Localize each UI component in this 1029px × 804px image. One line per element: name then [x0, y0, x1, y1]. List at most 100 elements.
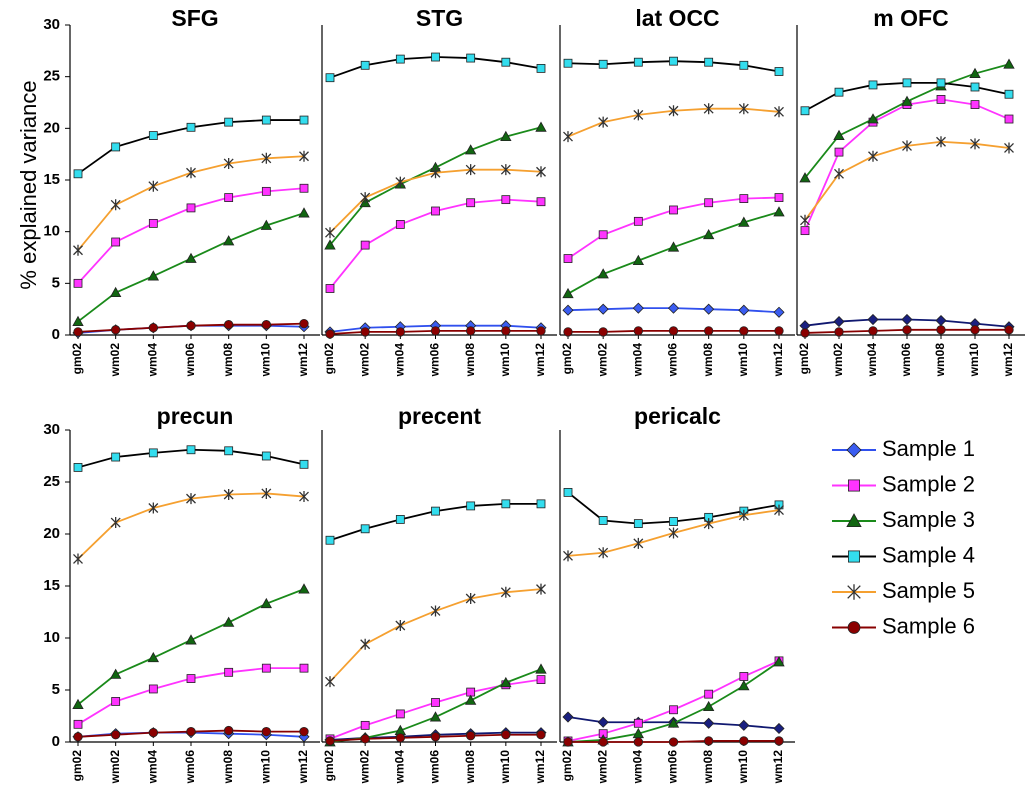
marker — [936, 95, 946, 104]
marker — [395, 709, 405, 719]
marker — [936, 78, 946, 88]
marker — [598, 230, 608, 240]
y-tick-label: 5 — [52, 274, 60, 291]
x-tick-label: wm12 — [296, 343, 310, 378]
marker — [1004, 89, 1014, 99]
x-tick-label: wm04 — [631, 343, 645, 378]
marker — [535, 121, 547, 132]
x-tick-label: wm06 — [666, 750, 680, 785]
marker — [1004, 114, 1014, 124]
marker — [73, 719, 83, 729]
y-tick-label: 25 — [43, 68, 60, 85]
marker — [223, 488, 234, 500]
marker — [598, 516, 608, 525]
y-tick-label: 10 — [43, 629, 60, 646]
marker — [148, 323, 158, 333]
marker — [738, 680, 750, 691]
marker — [738, 304, 750, 316]
x-tick-label: wm02 — [595, 750, 609, 785]
marker — [834, 168, 844, 180]
x-tick-label: wm12 — [771, 343, 785, 378]
panel-title: STG — [416, 5, 463, 31]
marker — [536, 675, 546, 684]
marker — [704, 198, 714, 208]
marker — [738, 719, 750, 731]
marker — [867, 113, 879, 124]
marker — [536, 730, 546, 740]
marker — [395, 220, 405, 229]
marker — [299, 491, 309, 503]
marker — [970, 100, 980, 109]
marker — [833, 316, 845, 328]
marker — [429, 711, 442, 722]
marker — [739, 194, 749, 204]
series-line — [804, 98, 1010, 231]
y-tick-label: 20 — [43, 119, 60, 136]
marker — [800, 226, 810, 236]
marker — [936, 136, 946, 148]
marker — [466, 53, 476, 63]
marker — [668, 527, 679, 539]
marker — [223, 157, 234, 169]
marker — [704, 689, 714, 699]
x-tick-label: wm10 — [498, 750, 512, 785]
marker — [702, 228, 715, 240]
marker — [148, 131, 158, 140]
marker — [395, 176, 406, 188]
marker — [466, 198, 476, 208]
x-tick-label: gm02 — [322, 750, 336, 782]
marker — [261, 320, 271, 330]
x-tick-label: gm02 — [560, 343, 574, 375]
marker — [73, 278, 83, 288]
marker — [360, 638, 371, 650]
legend-marker — [848, 550, 861, 563]
marker — [598, 547, 609, 559]
x-tick-label: gm02 — [322, 343, 336, 375]
marker — [222, 235, 235, 246]
marker — [738, 509, 749, 521]
x-tick-label: wm04 — [393, 750, 407, 785]
marker — [669, 705, 678, 715]
series-line — [77, 187, 305, 284]
marker — [360, 327, 370, 337]
x-tick-label: wm02 — [357, 750, 371, 785]
legend-marker — [848, 479, 861, 492]
marker — [148, 684, 158, 694]
marker — [563, 327, 573, 337]
marker — [261, 152, 272, 164]
marker — [598, 327, 608, 337]
x-tick-label: wm12 — [533, 343, 547, 378]
marker — [299, 183, 309, 193]
marker — [632, 302, 644, 314]
marker — [72, 315, 84, 326]
marker — [73, 732, 83, 742]
marker — [299, 726, 309, 737]
marker — [632, 254, 645, 266]
marker — [325, 227, 335, 239]
marker — [185, 252, 197, 263]
marker — [466, 326, 476, 336]
marker — [970, 82, 980, 92]
marker — [395, 620, 406, 632]
marker — [395, 515, 405, 524]
marker — [597, 716, 609, 728]
marker — [298, 583, 310, 594]
marker — [799, 172, 811, 183]
x-tick-label: wm10 — [498, 343, 512, 378]
marker — [325, 329, 335, 339]
legend-label: Sample 6 — [882, 613, 975, 638]
marker — [902, 140, 912, 152]
marker — [73, 553, 83, 565]
x-tick-label: wm10 — [736, 750, 750, 785]
marker — [501, 195, 511, 205]
legend-label: Sample 2 — [882, 471, 975, 496]
marker — [464, 694, 477, 705]
marker — [73, 327, 83, 337]
marker — [633, 109, 644, 121]
marker — [224, 446, 234, 456]
marker — [774, 106, 784, 118]
marker — [360, 720, 370, 730]
series-line — [329, 588, 542, 683]
x-tick-label: wm06 — [183, 343, 197, 378]
marker — [111, 697, 121, 706]
